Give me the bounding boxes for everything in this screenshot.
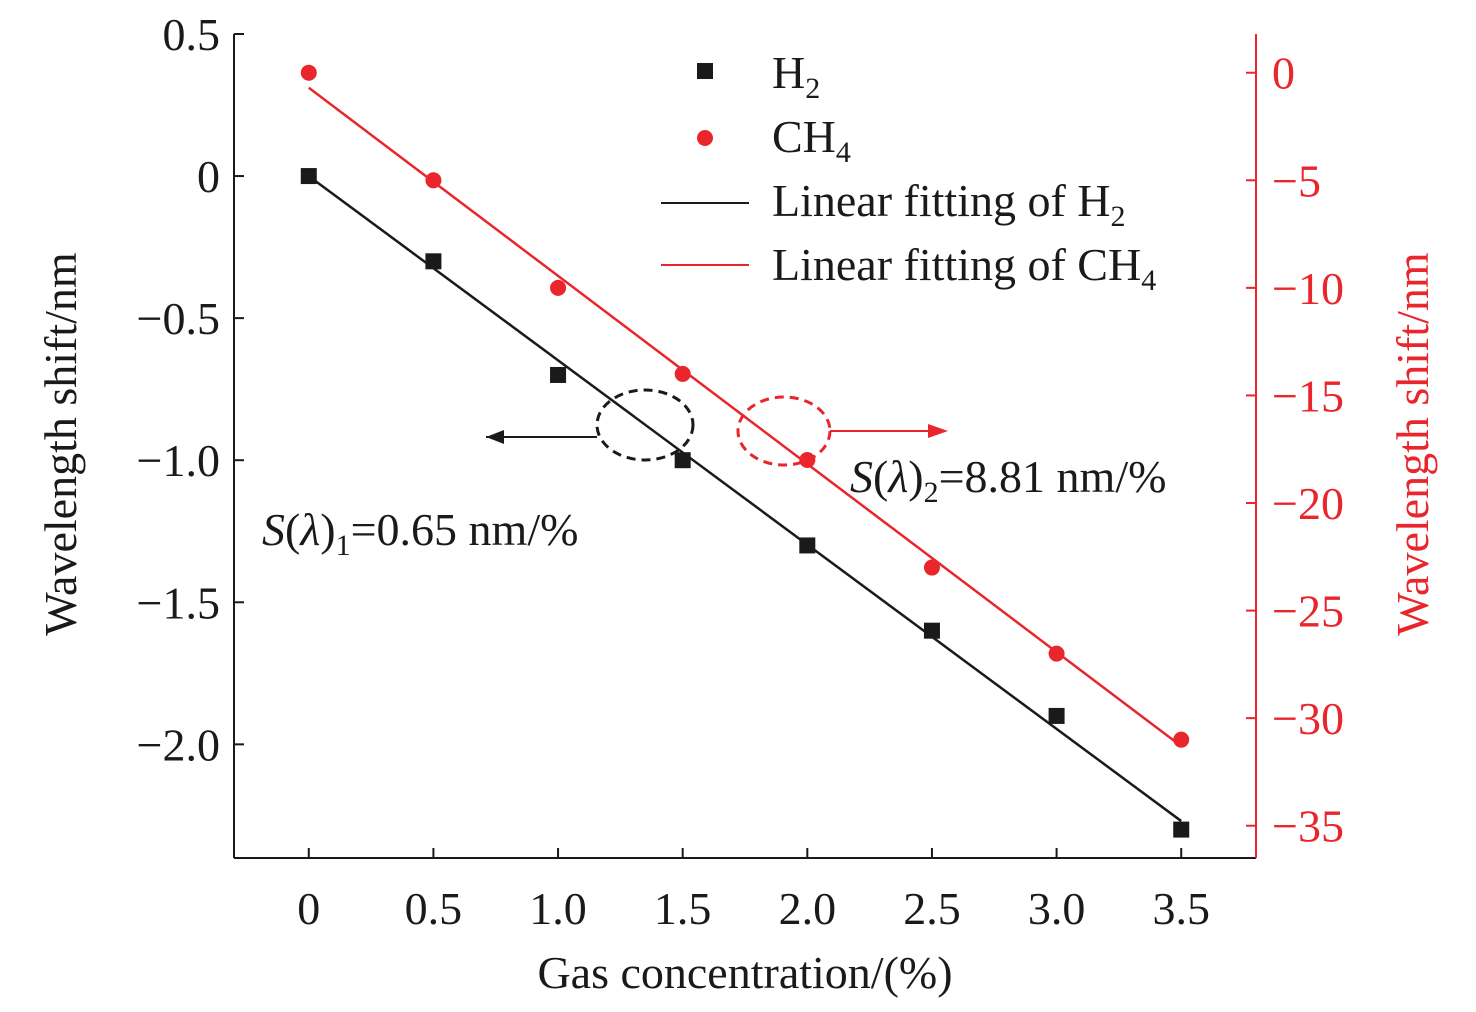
y-right-tick-label: −20	[1272, 478, 1344, 529]
annotation-left: S(λ)1=0.65 nm/%	[262, 388, 695, 562]
dashed-ellipse-red	[736, 395, 832, 467]
y-right-tick-label: −15	[1272, 370, 1344, 421]
y-right-tick-label: −10	[1272, 263, 1344, 314]
data-point-square	[550, 366, 567, 383]
legend: H2 CH4 Linear fitting of H2 Linear fitti…	[661, 47, 1156, 297]
data-point-square	[300, 168, 317, 185]
legend-label-ch4: CH4	[772, 111, 851, 169]
data-point-square	[425, 253, 442, 270]
arrow-right-head	[928, 424, 948, 438]
data-points	[300, 64, 1190, 838]
data-point-circle	[1048, 645, 1065, 662]
data-point-circle	[425, 172, 442, 189]
data-point-square	[923, 622, 940, 639]
data-point-square	[674, 452, 691, 469]
x-tick-label: 2.5	[903, 883, 961, 934]
y-left-tick-label: 0.5	[163, 9, 221, 60]
legend-label-fit-h2: Linear fitting of H2	[772, 175, 1126, 233]
data-point-circle	[1173, 731, 1190, 748]
fit-lines	[308, 86, 1182, 823]
right-y-axis-title: Wavelength shift/nm	[1387, 252, 1438, 636]
y-left-tick-label: −0.5	[137, 293, 220, 344]
y-left-tick-label: −1.5	[137, 577, 220, 628]
x-tick-label: 2.0	[779, 883, 837, 934]
dashed-ellipse-black	[595, 388, 695, 462]
y-right-tick-label: −35	[1272, 801, 1344, 852]
sensitivity-h2-label: S(λ)1=0.65 nm/%	[262, 504, 578, 562]
data-point-circle	[799, 451, 816, 468]
x-tick-label: 3.5	[1152, 883, 1210, 934]
x-axis-title: Gas concentration/(%)	[537, 947, 952, 998]
data-point-square	[1048, 707, 1065, 724]
y-right-ticks: 0 −5 −10 −15 −20 −25 −30 −35	[1246, 48, 1344, 852]
fit-line-left	[308, 175, 1182, 823]
y-right-tick-label: 0	[1272, 48, 1295, 99]
data-point-circle	[923, 559, 940, 576]
x-tick-label: 1.5	[654, 883, 712, 934]
x-tick-label: 0.5	[405, 883, 463, 934]
data-point-circle	[674, 365, 691, 382]
y-left-tick-label: −1.0	[137, 435, 220, 486]
annotation-right: S(λ)2=8.81 nm/%	[736, 395, 1166, 509]
data-point-square	[799, 537, 816, 554]
axes	[233, 34, 1257, 859]
y-left-ticks: 0.5 0 −0.5 −1.0 −1.5 −2.0	[137, 9, 244, 770]
data-point-circle	[300, 64, 317, 81]
legend-label-fit-ch4: Linear fitting of CH4	[772, 239, 1156, 297]
fit-line-right	[308, 86, 1182, 748]
y-right-tick-label: −25	[1272, 586, 1344, 637]
legend-marker-circle	[697, 130, 713, 146]
y-right-tick-label: −30	[1272, 693, 1344, 744]
sensitivity-ch4-label: S(λ)2=8.81 nm/%	[850, 451, 1166, 509]
x-tick-label: 1.0	[529, 883, 587, 934]
x-tick-label: 0	[297, 883, 320, 934]
arrow-left-head	[486, 430, 504, 444]
data-point-square	[1173, 821, 1190, 838]
y-left-tick-label: 0	[197, 151, 220, 202]
left-y-axis-title: Wavelength shift/nm	[35, 252, 86, 636]
x-ticks: 0 0.5 1.0 1.5 2.0 2.5 3.0 3.5	[297, 848, 1210, 934]
legend-marker-square	[697, 63, 713, 79]
x-tick-label: 3.0	[1028, 883, 1086, 934]
legend-label-h2: H2	[772, 47, 820, 105]
y-right-tick-label: −5	[1272, 155, 1321, 206]
y-left-tick-label: −2.0	[137, 719, 220, 770]
data-point-circle	[550, 279, 567, 296]
